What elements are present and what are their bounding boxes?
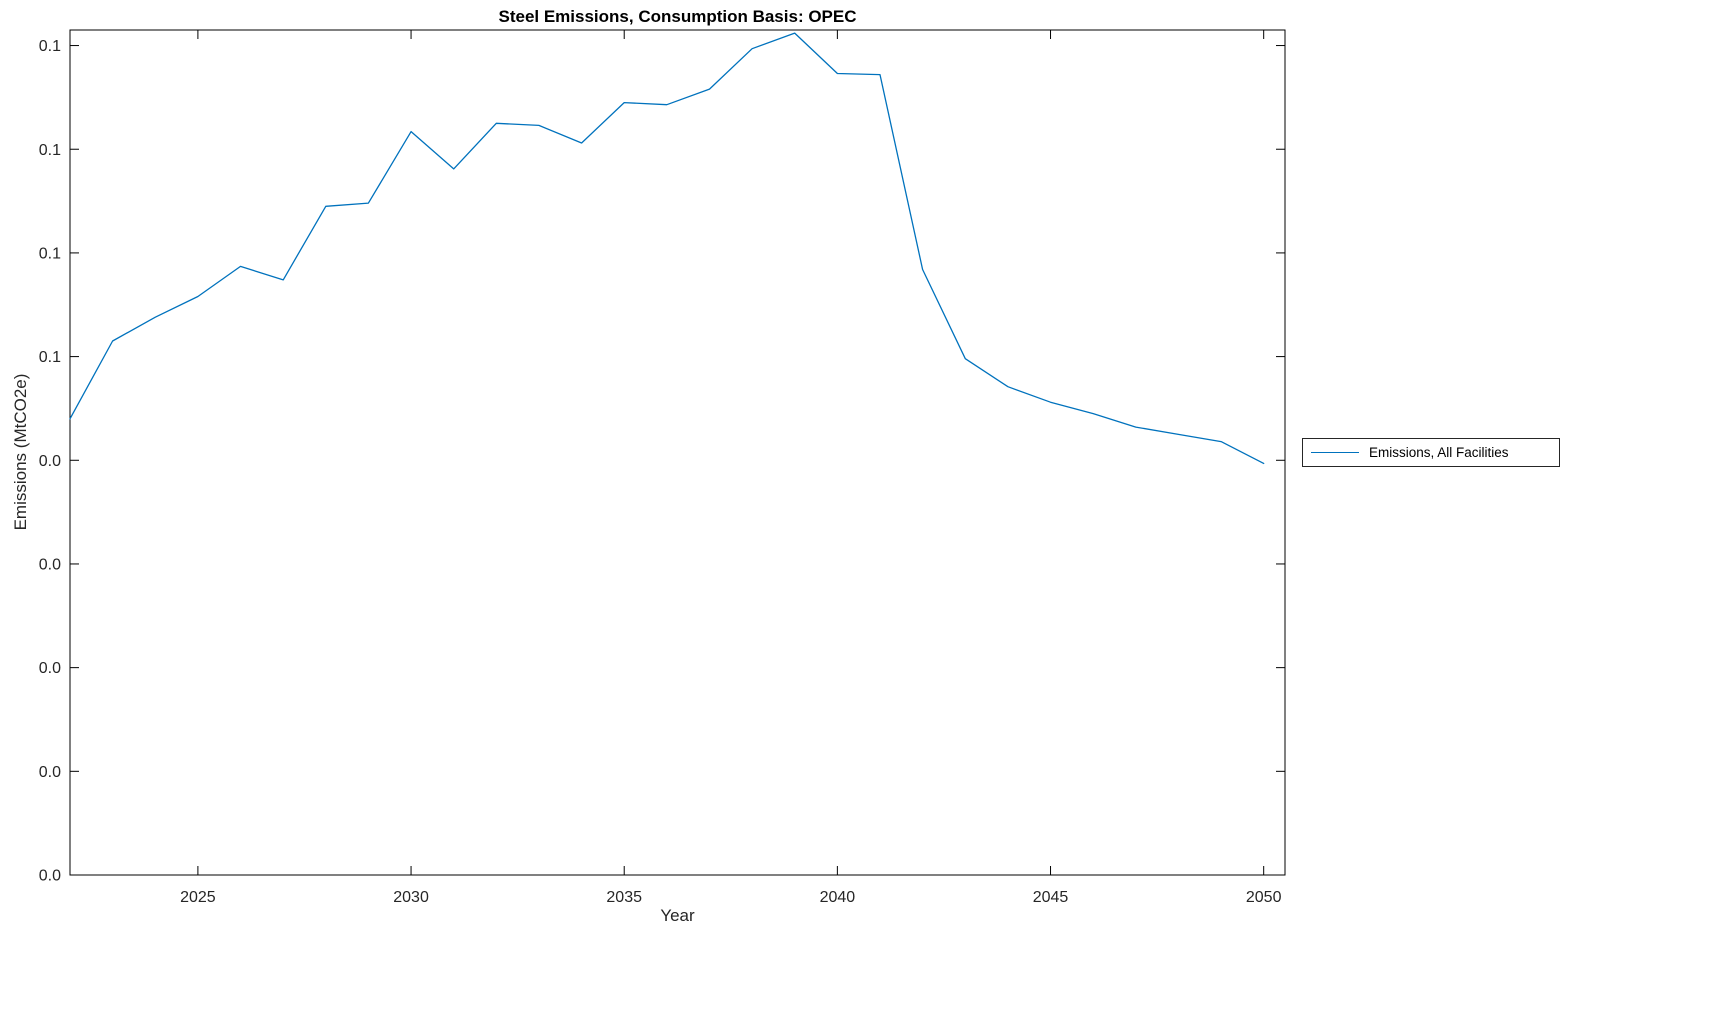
x-tick-label: 2030 bbox=[393, 889, 429, 906]
axes-box bbox=[69, 29, 1286, 876]
x-tick-label: 2040 bbox=[820, 889, 856, 906]
chart-title: Steel Emissions, Consumption Basis: OPEC bbox=[498, 7, 857, 26]
y-tick-label: 0.1 bbox=[39, 142, 61, 159]
legend: Emissions, All Facilities bbox=[1302, 438, 1560, 467]
y-tick-label: 0.1 bbox=[39, 349, 61, 366]
y-tick-label: 0.0 bbox=[39, 764, 61, 781]
x-tick-label: 2050 bbox=[1246, 889, 1282, 906]
legend-label: Emissions, All Facilities bbox=[1369, 445, 1509, 460]
x-tick-label: 2035 bbox=[606, 889, 642, 906]
x-axis-label: Year bbox=[660, 906, 695, 925]
y-tick-label: 0.1 bbox=[39, 38, 61, 55]
series-line bbox=[69, 32, 1265, 465]
y-tick-label: 0.1 bbox=[39, 246, 61, 263]
y-axis-label: Emissions (MtCO2e) bbox=[11, 373, 30, 531]
y-tick-label: 0.0 bbox=[39, 557, 61, 574]
x-tick-label: 2025 bbox=[180, 889, 216, 906]
y-tick-label: 0.0 bbox=[39, 660, 61, 677]
y-tick-label: 0.0 bbox=[39, 868, 61, 885]
legend-line-sample bbox=[1311, 452, 1359, 453]
x-tick-label: 2045 bbox=[1033, 889, 1069, 906]
y-tick-label: 0.0 bbox=[39, 453, 61, 470]
